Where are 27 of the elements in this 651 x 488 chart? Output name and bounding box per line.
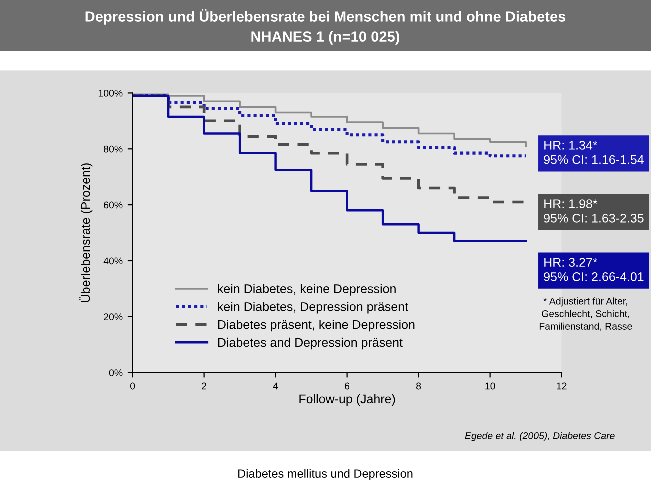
- legend-label: Diabetes präsent, keine Depression: [218, 320, 415, 332]
- x-axis-title: Follow-up (Jahre): [300, 394, 396, 406]
- annotation: HR: 1.34* 95% CI: 1.16-1.54: [544, 141, 644, 164]
- chart-title: Depression und Überlebensrate bei Menschen mit und ohne Diabetes: [86, 9, 566, 25]
- annotation: * Adjustiert für Alter, Geschlecht, Schicht, Familienstand, Rasse: [540, 298, 632, 332]
- x-tick-label: 12: [557, 382, 567, 390]
- text: Egede et al. (2005), Diabetes Care: [465, 432, 615, 442]
- y-axis-title: Überlebensrate (Prozent): [80, 164, 93, 302]
- chart-subtitle: NHANES 1 (n=10 025): [252, 31, 400, 45]
- annotation: HR: 1.98* 95% CI: 1.63-2.35: [544, 200, 644, 223]
- legend-label: kein Diabetes, Depression präsent: [218, 302, 408, 314]
- text: Diabetes mellitus und Depression: [238, 469, 413, 480]
- annotation: HR: 3.27* 95% CI: 2.66-4.01: [544, 258, 644, 282]
- y-tick-label: 0%: [109, 370, 123, 376]
- legend-label: Diabetes and Depression präsent: [218, 338, 403, 350]
- y-tick-label: 40%: [104, 258, 123, 265]
- x-tick-label: 6: [345, 382, 350, 390]
- x-tick-label: 4: [273, 382, 278, 390]
- x-tick-label: 8: [416, 382, 422, 390]
- y-tick-label: 60%: [104, 202, 123, 209]
- x-tick-label: 10: [486, 382, 496, 390]
- x-tick-label: 2: [202, 382, 207, 390]
- y-tick-label: 80%: [104, 146, 123, 153]
- legend-label: kein Diabetes, keine Depression: [218, 284, 396, 296]
- y-tick-label: 100%: [98, 90, 123, 97]
- x-tick-label: 0: [130, 382, 136, 390]
- y-tick-label: 20%: [104, 314, 123, 321]
